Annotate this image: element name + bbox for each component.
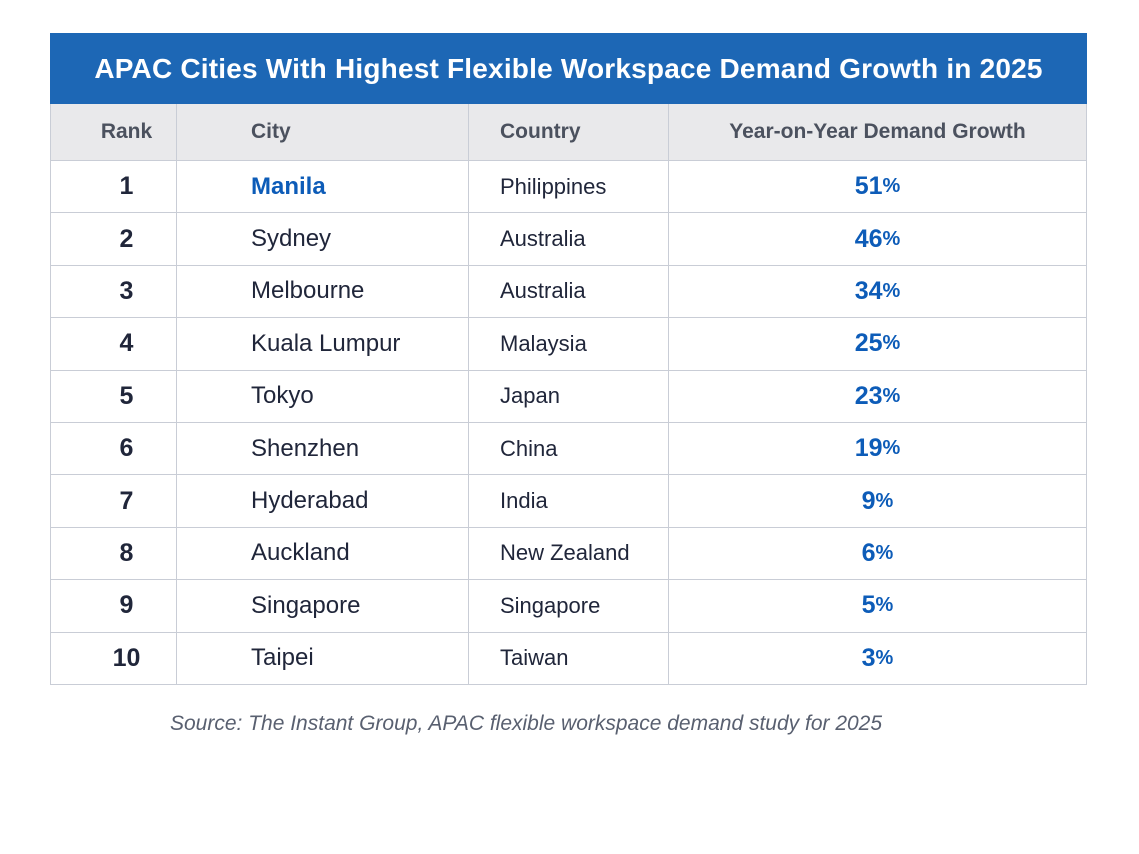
column-header-country: Country [468, 104, 668, 160]
source-note: Source: The Instant Group, APAC flexible… [170, 712, 883, 735]
table-row: 10 Taipei Taiwan 3% [51, 631, 1086, 684]
growth-value: 46 [854, 224, 883, 253]
table-row: 8 Auckland New Zealand 6% [51, 526, 1086, 580]
country-cell: Taiwan [468, 632, 668, 684]
growth-cell: 25% [668, 318, 1086, 370]
growth-percent-sign: % [882, 384, 901, 407]
table-row: 4 Kuala Lumpur Malaysia 25% [51, 317, 1086, 370]
country-cell: Australia [468, 265, 668, 318]
city-cell: Singapore [176, 580, 468, 632]
city-cell: Auckland [176, 527, 468, 580]
growth-percent-sign: % [875, 541, 894, 564]
rank-cell: 7 [119, 486, 134, 515]
column-header-city: City [176, 104, 468, 160]
column-header-rank: Rank [100, 120, 153, 143]
growth-value: 34 [854, 276, 883, 305]
rank-cell: 4 [119, 329, 134, 358]
country-cell: Malaysia [468, 318, 668, 370]
growth-value: 25 [854, 329, 883, 358]
rank-cell: 8 [119, 538, 134, 567]
country-cell: Singapore [468, 580, 668, 632]
growth-cell: 51% [668, 161, 1086, 213]
growth-cell: 46% [668, 213, 1086, 265]
growth-value: 9 [861, 486, 876, 515]
growth-percent-sign: % [882, 332, 901, 355]
growth-value: 51 [854, 172, 883, 201]
growth-percent-sign: % [882, 227, 901, 250]
growth-cell: 5% [668, 580, 1086, 632]
country-cell: Australia [468, 213, 668, 265]
rank-cell: 9 [119, 591, 134, 620]
city-cell: Melbourne [176, 265, 468, 318]
table-grid: Rank City Country Year-on-Year Demand Gr… [50, 104, 1087, 685]
growth-cell: 9% [668, 475, 1086, 527]
table-body: 1 Manila Philippines 51% 2 Sydney Austra… [51, 160, 1086, 684]
growth-value: 6 [861, 538, 876, 567]
country-cell: Japan [468, 370, 668, 422]
table-row: 6 Shenzhen China 19% [51, 421, 1086, 475]
growth-percent-sign: % [875, 489, 894, 512]
city-cell: Taipei [176, 632, 468, 684]
growth-percent-sign: % [875, 646, 894, 669]
country-cell: Philippines [468, 161, 668, 213]
rank-cell: 1 [119, 172, 134, 201]
table-row: 5 Tokyo Japan 23% [51, 369, 1086, 422]
growth-cell: 23% [668, 370, 1086, 422]
growth-cell: 6% [668, 527, 1086, 580]
growth-value: 5 [861, 591, 876, 620]
growth-cell: 3% [668, 632, 1086, 684]
country-cell: New Zealand [468, 527, 668, 580]
demand-growth-table: APAC Cities With Highest Flexible Worksp… [50, 33, 1087, 685]
country-cell: India [468, 475, 668, 527]
growth-percent-sign: % [882, 437, 901, 460]
rank-cell: 2 [119, 224, 134, 253]
table-title: APAC Cities With Highest Flexible Worksp… [94, 52, 1043, 84]
growth-percent-sign: % [875, 594, 894, 617]
city-cell: Sydney [176, 213, 468, 265]
growth-percent-sign: % [882, 279, 901, 302]
city-cell: Kuala Lumpur [176, 318, 468, 370]
table-row: 3 Melbourne Australia 34% [51, 264, 1086, 318]
city-cell: Manila [176, 161, 468, 213]
table-row: 9 Singapore Singapore 5% [51, 579, 1086, 632]
growth-percent-sign: % [882, 175, 901, 198]
growth-value: 23 [854, 381, 883, 410]
growth-cell: 34% [668, 265, 1086, 318]
rank-cell: 10 [112, 643, 141, 672]
table-row: 7 Hyderabad India 9% [51, 474, 1086, 527]
city-cell: Shenzhen [176, 422, 468, 475]
rank-cell: 5 [119, 381, 134, 410]
rank-cell: 6 [119, 434, 134, 463]
table-header-row: Rank City Country Year-on-Year Demand Gr… [51, 104, 1086, 160]
table-row: 1 Manila Philippines 51% [51, 160, 1086, 213]
growth-value: 3 [861, 643, 876, 672]
column-header-growth: Year-on-Year Demand Growth [668, 104, 1086, 160]
city-cell: Tokyo [176, 370, 468, 422]
country-cell: China [468, 422, 668, 475]
table-title-banner: APAC Cities With Highest Flexible Worksp… [50, 33, 1087, 104]
growth-cell: 19% [668, 422, 1086, 475]
rank-cell: 3 [119, 276, 134, 305]
growth-value: 19 [854, 434, 883, 463]
city-cell: Hyderabad [176, 475, 468, 527]
table-row: 2 Sydney Australia 46% [51, 212, 1086, 265]
